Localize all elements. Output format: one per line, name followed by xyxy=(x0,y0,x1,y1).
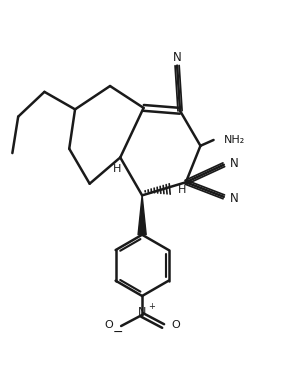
Text: +: + xyxy=(149,302,155,311)
Text: N: N xyxy=(173,51,181,64)
Text: −: − xyxy=(113,326,123,339)
Text: N: N xyxy=(230,157,239,170)
Text: N: N xyxy=(230,192,239,205)
Polygon shape xyxy=(138,195,146,235)
Text: NH₂: NH₂ xyxy=(224,135,245,145)
Text: H: H xyxy=(113,163,122,173)
Text: O: O xyxy=(104,320,113,330)
Text: N: N xyxy=(138,307,146,317)
Text: H: H xyxy=(178,185,186,195)
Text: O: O xyxy=(171,320,180,330)
